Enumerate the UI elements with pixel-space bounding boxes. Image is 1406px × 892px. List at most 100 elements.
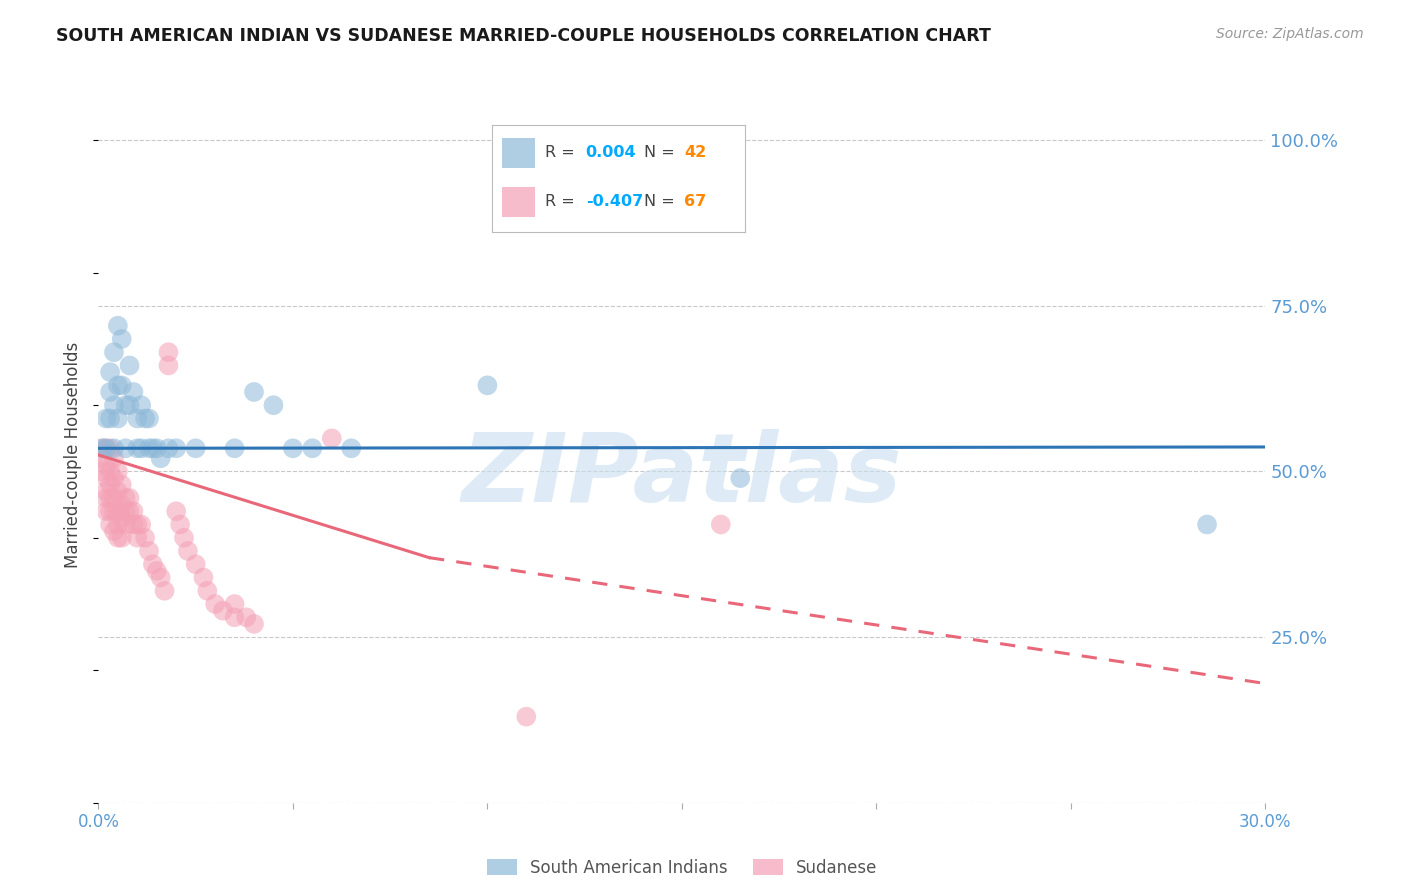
Point <box>515 709 537 723</box>
Point <box>138 411 160 425</box>
Point <box>103 471 125 485</box>
Text: N =: N = <box>644 194 681 209</box>
Point <box>262 398 284 412</box>
Y-axis label: Married-couple Households: Married-couple Households <box>65 342 83 568</box>
Point <box>103 504 125 518</box>
Point <box>1195 517 1218 532</box>
Point <box>301 442 323 456</box>
Point <box>96 442 118 456</box>
Point <box>243 616 266 631</box>
Point <box>107 318 129 333</box>
Point <box>477 378 499 392</box>
Point <box>281 442 304 456</box>
Text: 0.004: 0.004 <box>586 145 637 160</box>
Point <box>107 504 129 518</box>
Point <box>118 504 141 518</box>
Point <box>103 491 125 505</box>
Point <box>193 570 215 584</box>
Point <box>127 411 149 425</box>
Point <box>98 384 121 399</box>
Point <box>114 491 136 505</box>
Point <box>96 484 118 499</box>
Point <box>107 531 129 545</box>
Point <box>114 398 136 412</box>
Point <box>111 332 134 346</box>
Point <box>122 504 145 518</box>
Point <box>98 491 121 505</box>
Text: SOUTH AMERICAN INDIAN VS SUDANESE MARRIED-COUPLE HOUSEHOLDS CORRELATION CHART: SOUTH AMERICAN INDIAN VS SUDANESE MARRIE… <box>56 27 991 45</box>
Point <box>114 442 136 456</box>
Point <box>134 411 156 425</box>
Point <box>127 442 149 456</box>
Point <box>146 564 169 578</box>
Text: 67: 67 <box>685 194 707 209</box>
Point <box>142 442 165 456</box>
Point <box>107 465 129 479</box>
Point <box>96 442 118 456</box>
Point <box>730 471 752 485</box>
Point <box>142 558 165 572</box>
Point <box>91 465 114 479</box>
FancyBboxPatch shape <box>502 187 536 217</box>
Point <box>138 544 160 558</box>
Point <box>118 398 141 412</box>
Point <box>98 442 121 456</box>
Point <box>157 359 180 373</box>
Point <box>103 524 125 538</box>
Point <box>129 398 152 412</box>
Point <box>111 477 134 491</box>
Point <box>129 517 152 532</box>
FancyBboxPatch shape <box>502 137 536 168</box>
Point <box>96 411 118 425</box>
Point <box>103 345 125 359</box>
Point <box>157 442 180 456</box>
Text: R =: R = <box>546 145 581 160</box>
Point <box>91 442 114 456</box>
Point <box>91 451 114 466</box>
Point <box>96 504 118 518</box>
Point <box>98 504 121 518</box>
Point <box>212 604 235 618</box>
Legend: South American Indians, Sudanese: South American Indians, Sudanese <box>478 850 886 885</box>
Point <box>114 504 136 518</box>
Point <box>127 531 149 545</box>
Point <box>118 491 141 505</box>
Point <box>96 471 118 485</box>
Point <box>96 491 118 505</box>
Point <box>122 384 145 399</box>
Point <box>103 442 125 456</box>
Point <box>107 411 129 425</box>
Point <box>103 398 125 412</box>
Point <box>173 531 195 545</box>
Text: Source: ZipAtlas.com: Source: ZipAtlas.com <box>1216 27 1364 41</box>
Point <box>153 583 176 598</box>
Point <box>111 531 134 545</box>
Point <box>224 442 246 456</box>
Point <box>111 511 134 525</box>
Point <box>111 378 134 392</box>
Point <box>165 442 187 456</box>
Point <box>138 442 160 456</box>
Point <box>169 517 191 532</box>
Point <box>107 484 129 499</box>
Point <box>122 517 145 532</box>
Point <box>96 458 118 472</box>
Point <box>107 378 129 392</box>
Point <box>134 531 156 545</box>
Point <box>114 517 136 532</box>
Point <box>129 442 152 456</box>
Text: 42: 42 <box>685 145 707 160</box>
Point <box>98 365 121 379</box>
Point <box>184 442 207 456</box>
Point <box>157 345 180 359</box>
Point <box>243 384 266 399</box>
Point <box>146 442 169 456</box>
Point <box>149 451 172 466</box>
Point <box>710 517 733 532</box>
Point <box>91 442 114 456</box>
Point <box>224 597 246 611</box>
Point <box>177 544 200 558</box>
Point <box>340 442 363 456</box>
Text: R =: R = <box>546 194 581 209</box>
Text: -0.407: -0.407 <box>586 194 643 209</box>
